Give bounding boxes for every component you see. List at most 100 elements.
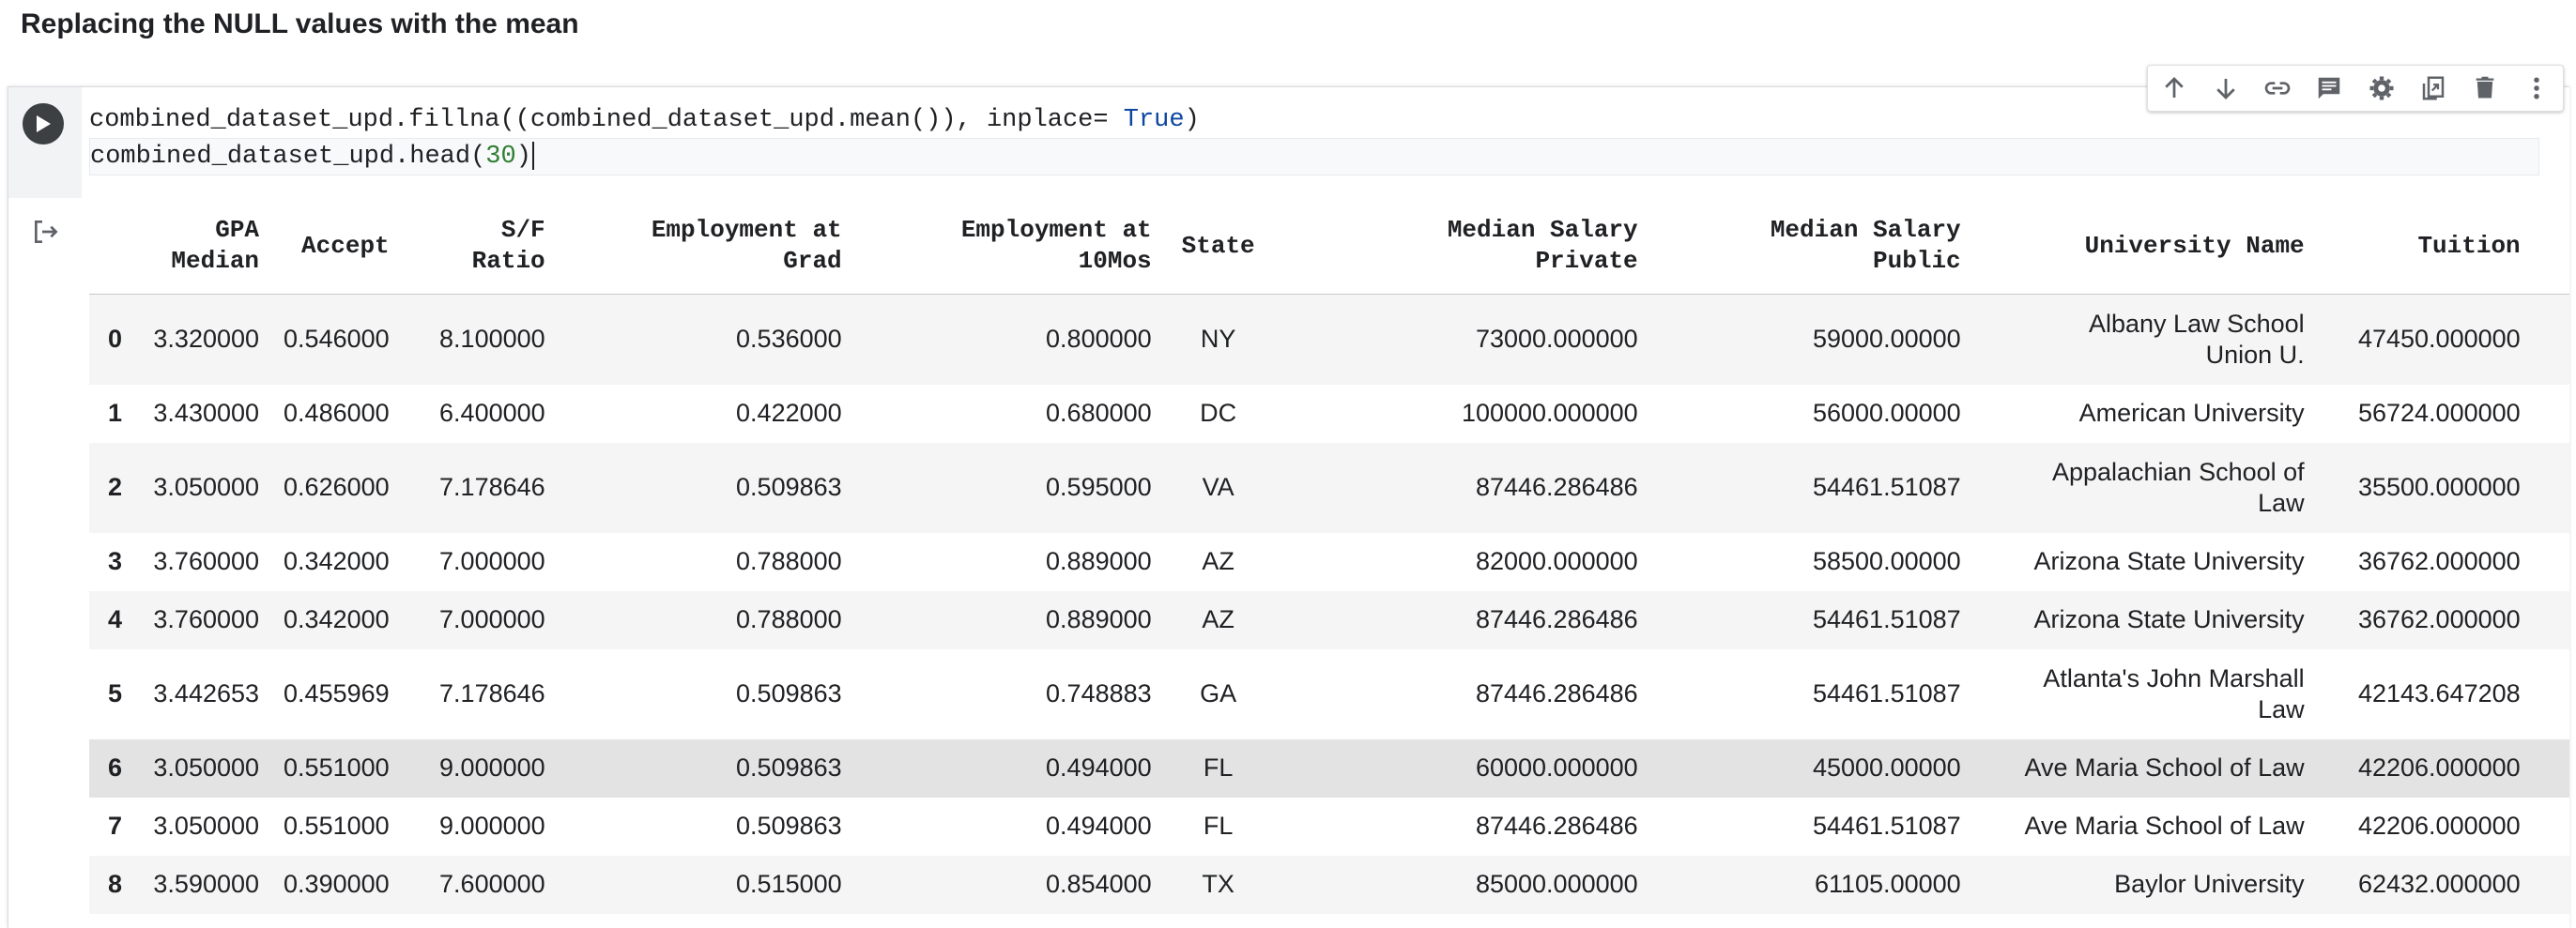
table-cell: 0.494000 [853, 738, 1164, 798]
table-cell: 160.017260 [2532, 855, 2569, 914]
run-cell-button[interactable] [23, 103, 64, 145]
cell-text-line: Union U. [2205, 340, 2305, 369]
table-row[interactable]: 8 3.590000 0.390000 7.600000 0.515000 0.85400… [89, 855, 2569, 914]
table-cell: 9.000000 [401, 797, 558, 856]
code-number: 30 [485, 143, 516, 171]
table-cell: 158.017260 [2532, 384, 2569, 443]
table-cell: 0.788000 [557, 532, 854, 591]
table-cell: AZ [1163, 590, 1273, 649]
column-header-label: SAT [2545, 215, 2569, 246]
code-cell[interactable]: combined_dataset_upd.fillna((combined_da… [8, 65, 2569, 928]
output-toggle-button[interactable] [31, 217, 61, 247]
link-button[interactable] [2259, 69, 2296, 107]
table-cell: 0.509863 [557, 797, 854, 856]
table-cell: 7.178646 [401, 648, 558, 739]
row-index: 2 [89, 442, 135, 533]
play-icon [37, 115, 51, 132]
table-cell: 3.442653 [134, 648, 272, 739]
table-cell: American University [1972, 384, 2317, 443]
table-cell: 163.017260 [2532, 532, 2569, 591]
column-header-label: S/F [500, 216, 545, 244]
row-index: 3 [89, 532, 135, 591]
row-index: 6 [89, 738, 135, 798]
text-cursor [531, 141, 534, 170]
table-header-row: GPA Median Accept S/F Ratio Employment at Grad… [89, 198, 2569, 295]
table-cell: 61105.00000 [1649, 855, 1973, 914]
table-cell: 87446.286486 [1272, 797, 1650, 856]
table-cell: 7.178646 [401, 442, 558, 533]
table-cell: 0.551000 [271, 797, 402, 856]
column-header-label: GPA [215, 216, 260, 244]
row-index: 8 [89, 855, 135, 914]
table-row[interactable]: 4 3.760000 0.342000 7.000000 0.788000 0.88900… [89, 590, 2569, 649]
code-editor[interactable]: combined_dataset_upd.fillna((combined_da… [89, 102, 2558, 177]
table-cell: 45000.00000 [1649, 738, 1973, 798]
row-index: 7 [89, 797, 135, 856]
table-cell: FL [1163, 797, 1273, 856]
table-cell: TX [1163, 855, 1273, 914]
settings-button[interactable] [2363, 69, 2400, 107]
table-cell: 54461.51087 [1649, 648, 1973, 739]
column-header: GPA Median [134, 198, 272, 295]
table-cell: 3.590000 [134, 855, 272, 914]
table-row[interactable]: 6 3.050000 0.551000 9.000000 0.509863 0.49400… [89, 738, 2569, 798]
column-header: S/F Ratio [401, 198, 558, 295]
column-header: Tuition [2316, 198, 2533, 295]
delete-icon [2476, 76, 2494, 99]
table-cell: 54461.51087 [1649, 442, 1973, 533]
table-cell: 100000.000000 [1272, 384, 1650, 443]
code-text: ) [515, 143, 531, 171]
table-row[interactable]: 0 3.320000 0.546000 8.100000 0.536000 0.80000… [89, 294, 2569, 385]
table-cell: 3.320000 [134, 294, 272, 385]
table-cell: 156.323383 [2532, 648, 2569, 739]
cell-toolbar [2147, 65, 2564, 112]
arrow-down-icon [2216, 79, 2235, 99]
table-row[interactable]: 1 3.430000 0.486000 6.400000 0.422000 0.68000… [89, 384, 2569, 443]
table-cell: 62432.000000 [2316, 855, 2533, 914]
table-cell: 3.760000 [134, 532, 272, 591]
table-cell: 7.000000 [401, 590, 558, 649]
comment-icon [2319, 77, 2340, 99]
cell-text-line: Law [2258, 488, 2305, 517]
column-header: Median Salary Public [1649, 198, 1973, 295]
table-cell: 0.800000 [853, 294, 1164, 385]
table-cell: 0.342000 [271, 532, 402, 591]
column-header-label: Median [171, 247, 260, 275]
table-cell: 0.455969 [271, 648, 402, 739]
table-cell: 0.748883 [853, 648, 1164, 739]
row-index: 0 [89, 294, 135, 385]
table-row[interactable]: 5 3.442653 0.455969 7.178646 0.509863 0.74888… [89, 648, 2569, 739]
table-body: 0 3.320000 0.546000 8.100000 0.536000 0.80000… [89, 294, 2569, 914]
table-cell: 3.050000 [134, 797, 272, 856]
column-header: Accept [271, 198, 402, 295]
table-cell: 0.889000 [853, 590, 1164, 649]
comment-button[interactable] [2310, 69, 2348, 107]
table-cell: 42206.000000 [2316, 738, 2533, 798]
code-line-2: combined_dataset_upd.head(30) [89, 138, 2539, 175]
index-header [89, 198, 135, 295]
table-cell: DC [1163, 384, 1273, 443]
table-cell: 42143.647208 [2316, 648, 2533, 739]
mirror-cell-button[interactable] [2415, 69, 2452, 107]
more-options-button[interactable] [2518, 69, 2555, 107]
move-up-button[interactable] [2155, 69, 2193, 107]
table-cell: FL [1163, 738, 1273, 798]
output-area: GPA Median Accept S/F Ratio Employment at Grad… [89, 198, 2569, 928]
cell-text-line: Law [2258, 694, 2305, 723]
table-row[interactable]: 3 3.760000 0.342000 7.000000 0.788000 0.88900… [89, 532, 2569, 591]
table-cell: GA [1163, 648, 1273, 739]
delete-button[interactable] [2466, 69, 2504, 107]
table-cell: 0.494000 [853, 797, 1164, 856]
table-cell: 54461.51087 [1649, 797, 1973, 856]
table-cell: 82000.000000 [1272, 532, 1650, 591]
code-text: ) [1184, 106, 1200, 134]
table-cell: 3.430000 [134, 384, 272, 443]
table-cell: Atlanta's John Marshall Law [1972, 648, 2317, 739]
table-cell: 36762.000000 [2316, 590, 2533, 649]
table-row[interactable]: 7 3.050000 0.551000 9.000000 0.509863 0.49400… [89, 797, 2569, 856]
table-cell: 0.509863 [557, 648, 854, 739]
cell-text-line: Baylor University [2114, 870, 2305, 898]
table-row[interactable]: 2 3.050000 0.626000 7.178646 0.509863 0.59500… [89, 442, 2569, 533]
table-cell: 0.551000 [271, 738, 402, 798]
move-down-button[interactable] [2207, 69, 2245, 107]
